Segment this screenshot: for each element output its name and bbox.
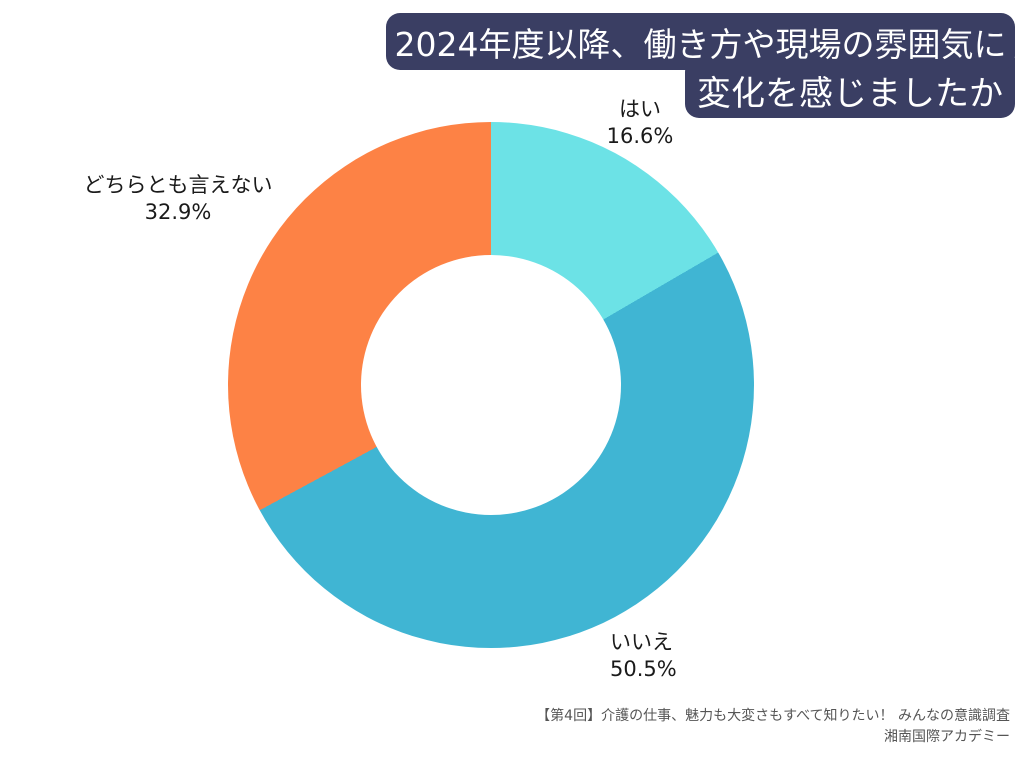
slice-label-neutral-pct: 32.9% [144,200,212,224]
donut-chart [228,122,754,648]
title-text-line1: 2024年度以降、働き方や現場の雰囲気に [394,24,1007,64]
slice-label-no-name: いいえ [610,630,673,654]
footer-credit: 【第4回】介護の仕事、魅力も大変さもすべて知りたい！ みんなの意識調査 湘南国際… [536,706,1010,748]
title-text-line2: 変化を感じましたか [697,73,1003,114]
slice-label-neutral: どちらとも言えない 32.9% [48,172,308,226]
slice-label-no-pct: 50.5% [610,657,677,681]
donut-hole [361,255,621,515]
slice-label-yes: はい 16.6% [540,96,740,150]
footer-organization: 湘南国際アカデミー [884,729,1010,745]
slice-label-yes-name: はい [619,97,661,121]
footer-survey-title: 【第4回】介護の仕事、魅力も大変さもすべて知りたい！ みんなの意識調査 [536,708,1010,724]
slice-label-no: いいえ 50.5% [610,629,830,683]
slice-label-neutral-name: どちらとも言えない [83,173,273,197]
title-banner-line1: 2024年度以降、働き方や現場の雰囲気に [386,13,1015,70]
slice-label-yes-pct: 16.6% [606,124,674,148]
